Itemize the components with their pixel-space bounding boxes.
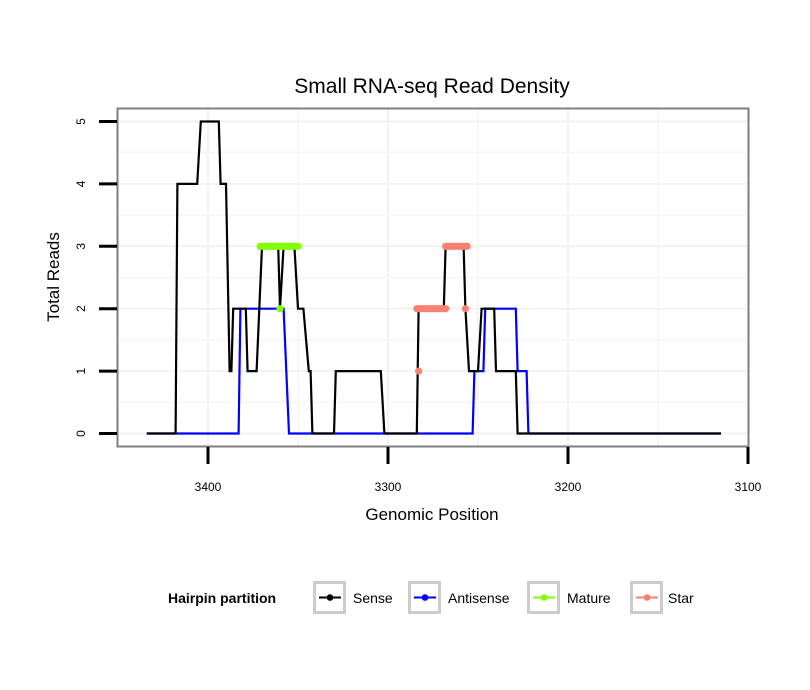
- legend-key-point: [326, 594, 334, 601]
- legend-label: Antisense: [448, 590, 510, 606]
- legend-label: Star: [668, 590, 694, 606]
- legend-item-antisense: Antisense: [408, 581, 510, 614]
- y-tick-label: 4: [74, 180, 88, 187]
- y-tick-label: 2: [74, 305, 88, 312]
- plot-border: [116, 107, 750, 448]
- mature-point: [276, 305, 284, 313]
- sense-line: [146, 120, 721, 435]
- y-tick-label: 3: [74, 243, 88, 250]
- y-axis: 0 1 2 3 4 5: [74, 118, 117, 437]
- y-tick-label: 0: [74, 430, 88, 437]
- legend: Hairpin partition Sense Antisense Mature St…: [168, 581, 694, 614]
- star-point: [415, 367, 423, 375]
- y-tick-label: 1: [74, 367, 88, 374]
- legend-item-star: Star: [630, 581, 694, 614]
- legend-label: Sense: [353, 590, 393, 606]
- y-axis-title: Total Reads: [44, 232, 63, 322]
- x-tick-label: 3300: [375, 480, 402, 494]
- x-axis: 3400 3300 3200 3100: [195, 447, 762, 494]
- x-axis-title: Genomic Position: [365, 505, 498, 524]
- mature-point: [294, 242, 302, 250]
- star-point: [442, 305, 450, 313]
- legend-item-mature: Mature: [527, 581, 611, 614]
- y-tick-label: 5: [74, 118, 88, 125]
- x-tick-label: 3100: [735, 480, 762, 494]
- legend-key-point: [643, 594, 651, 601]
- x-tick-label: 3400: [195, 480, 222, 494]
- star-point: [461, 305, 469, 313]
- star-point: [463, 242, 471, 250]
- chart-title: Small RNA-seq Read Density: [294, 75, 570, 98]
- series-layer: [146, 120, 721, 435]
- legend-title: Hairpin partition: [168, 590, 276, 606]
- legend-label: Mature: [567, 590, 611, 606]
- legend-key-point: [421, 594, 429, 601]
- x-tick-label: 3200: [555, 480, 582, 494]
- legend-key-point: [540, 594, 548, 601]
- legend-item-sense: Sense: [313, 581, 393, 614]
